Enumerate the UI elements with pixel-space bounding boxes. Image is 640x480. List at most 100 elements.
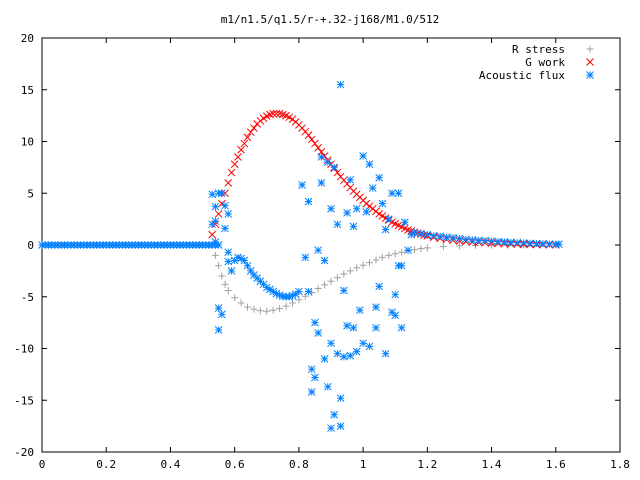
- data-point: [365, 160, 374, 169]
- data-point: [494, 237, 502, 246]
- data-point: [455, 234, 464, 243]
- data-point: [487, 237, 496, 245]
- legend-label: Acoustic flux: [479, 69, 565, 82]
- data-point: [352, 204, 361, 213]
- data-point: [555, 240, 563, 249]
- x-tick-label: 0: [39, 458, 46, 471]
- axes: 0 0.2 0.4 0.6 0.8 1 1.2 1.4 1.6 1.8 -20 -15 -10 -5 0 5 1…: [14, 32, 630, 471]
- data-point: [519, 239, 528, 247]
- data-point: [391, 290, 400, 299]
- y-tick-label: -20: [14, 446, 34, 459]
- x-tick-label: 0.4: [161, 458, 181, 471]
- chart-marks: [38, 80, 563, 433]
- data-point: [368, 184, 377, 192]
- data-point: [349, 323, 358, 332]
- data-point: [339, 352, 348, 361]
- data-point: [227, 168, 236, 177]
- data-point: [256, 307, 264, 315]
- chart-title: m1/n1.5/q1.5/r-+.32-j168/M1.0/512: [221, 13, 440, 26]
- data-point: [231, 294, 239, 302]
- y-tick-label: -10: [14, 343, 34, 356]
- data-point: [314, 284, 322, 292]
- x-tick-label: 1.4: [482, 458, 502, 471]
- data-point: [323, 158, 332, 167]
- data-point: [468, 235, 477, 244]
- data-point: [442, 233, 451, 242]
- data-point: [545, 240, 554, 248]
- data-point: [307, 365, 316, 374]
- data-point: [217, 189, 226, 198]
- data-point: [240, 256, 249, 265]
- data-point: [269, 306, 277, 314]
- data-point: [362, 208, 371, 216]
- data-point: [532, 239, 541, 248]
- data-point: [211, 202, 220, 211]
- data-point: [320, 256, 329, 265]
- data-point: [246, 128, 255, 137]
- y-tick-label: 15: [21, 84, 34, 97]
- data-point: [314, 246, 323, 255]
- legend-marker: [586, 58, 594, 66]
- data-point: [311, 373, 319, 382]
- data-point: [288, 299, 296, 307]
- data-point: [526, 239, 534, 248]
- data-point: [365, 342, 374, 351]
- data-point: [282, 302, 290, 310]
- data-point: [366, 259, 374, 267]
- data-point: [237, 145, 245, 154]
- data-point: [388, 189, 396, 198]
- data-point: [410, 246, 418, 254]
- data-point: [333, 168, 342, 177]
- series-2: [38, 80, 563, 433]
- y-tick-label: 5: [27, 187, 34, 200]
- data-point: [372, 323, 380, 332]
- data-point: [381, 225, 390, 234]
- data-point: [214, 210, 223, 218]
- data-point: [321, 281, 329, 289]
- data-point: [423, 230, 432, 239]
- data-point: [330, 410, 339, 419]
- data-point: [346, 175, 355, 184]
- data-point: [250, 305, 258, 313]
- data-point: [208, 190, 217, 199]
- x-tick-label: 0.2: [96, 458, 116, 471]
- data-point: [330, 163, 339, 172]
- data-point: [336, 422, 345, 430]
- data-point: [474, 236, 483, 245]
- data-point: [349, 222, 358, 231]
- data-point: [417, 229, 425, 238]
- data-point: [304, 197, 313, 206]
- data-point: [391, 311, 400, 320]
- data-point: [317, 153, 326, 161]
- data-point: [323, 382, 332, 391]
- data-point: [234, 153, 242, 161]
- data-point: [327, 339, 335, 348]
- data-point: [397, 323, 406, 332]
- data-point: [276, 305, 284, 313]
- data-point: [243, 133, 252, 142]
- data-point: [295, 287, 303, 296]
- y-tick-label: -15: [14, 394, 34, 407]
- data-point: [304, 287, 313, 296]
- data-point: [429, 231, 438, 240]
- data-point: [301, 253, 310, 262]
- data-point: [240, 139, 249, 148]
- data-point: [417, 245, 425, 253]
- data-point: [320, 354, 329, 363]
- data-point: [237, 299, 245, 307]
- data-point: [307, 388, 316, 396]
- data-point: [539, 239, 547, 248]
- data-point: [375, 282, 384, 291]
- data-point: [359, 152, 367, 160]
- data-point: [272, 109, 281, 118]
- data-point: [224, 287, 232, 295]
- data-point: [385, 251, 393, 259]
- data-point: [333, 274, 341, 282]
- y-tick-label: 10: [21, 136, 34, 149]
- data-point: [208, 230, 217, 239]
- data-point: [397, 261, 406, 270]
- data-point: [481, 236, 489, 245]
- data-point: [381, 349, 390, 358]
